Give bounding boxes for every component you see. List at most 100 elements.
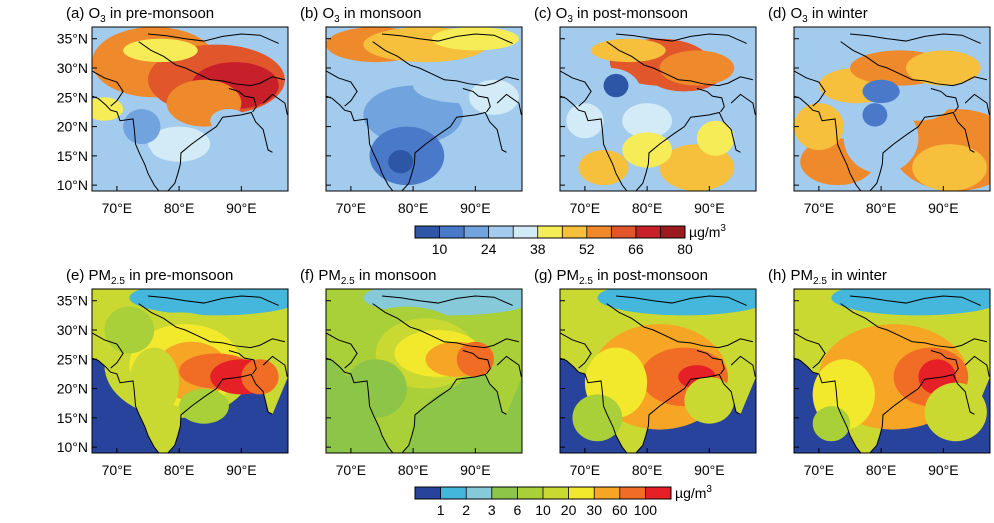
colorbar-swatch — [562, 226, 588, 238]
colorbar-swatch — [594, 487, 621, 499]
concentration-map — [326, 27, 522, 191]
west-coastline — [92, 95, 160, 191]
east-coastline — [868, 111, 975, 191]
tibet-border — [615, 33, 747, 44]
x-tick-label: 70°E — [804, 462, 835, 478]
panel-pm25-monsoon: 70°E 80°E 90°E (f) PM2.5 in monsoon — [300, 267, 523, 478]
contour-region-12 — [566, 103, 604, 139]
panel-frame — [91, 26, 289, 192]
y-tick-label: 10°N — [57, 439, 88, 455]
panel-title-prefix: (f) PM — [300, 267, 341, 284]
contour-region-5 — [456, 341, 495, 377]
myanmar-border — [964, 93, 990, 115]
myanmar-border — [964, 355, 990, 377]
east-coastline — [400, 373, 507, 453]
colorbar-pm25: 1 2 3 6 10 20 30 60 100 µg/m3 — [414, 484, 712, 518]
contour-region-9 — [659, 144, 735, 191]
panel-o3-pre-monsoon: 70°E 80°E 90°E 35°N 30°N 25°N 20°N 15°N 10°N (a) … — [57, 5, 289, 216]
panel-title-subscript: 2.5 — [111, 276, 125, 287]
x-tick-label: 90°E — [928, 200, 959, 216]
colorbar-tick-label: 100 — [634, 502, 658, 518]
colorbar-tick-label: 60 — [612, 502, 628, 518]
concentration-map — [560, 27, 756, 191]
concentration-map — [92, 289, 288, 453]
himalaya-border — [138, 41, 286, 87]
panel-title-suffix: in pre-monsoon — [106, 5, 214, 22]
panel-title-subscript: 2.5 — [341, 276, 355, 287]
pakistan-border — [326, 70, 358, 107]
colorbar-frame — [414, 225, 686, 239]
colorbar-tick-label: 10 — [535, 502, 551, 518]
panel-frame — [325, 288, 523, 454]
colorbar-tick-label: 10 — [432, 241, 448, 257]
west-coastline — [560, 95, 628, 191]
x-tick-label: 80°E — [398, 200, 429, 216]
west-coastline — [326, 95, 394, 191]
x-tick-label: 80°E — [866, 462, 897, 478]
x-tick-label: 90°E — [460, 200, 491, 216]
y-tick-label: 30°N — [57, 60, 88, 76]
colorbar-tick-label: 30 — [586, 502, 602, 518]
contour-region-3 — [659, 50, 735, 86]
contour-region-9 — [469, 79, 519, 115]
x-tick-label: 80°E — [866, 200, 897, 216]
panel-title: (h) PM2.5 in winter — [768, 267, 887, 287]
colorbar-swatch — [415, 487, 441, 499]
colorbar-swatch — [635, 226, 661, 238]
panel-title-prefix: (h) PM — [768, 267, 813, 284]
contour-region-4 — [794, 103, 844, 150]
panel-title-subscript: 3 — [567, 14, 573, 25]
panel-pm25-winter: 70°E 80°E 90°E (h) PM2.5 in winter — [768, 267, 991, 478]
panel-pm25-pre-monsoon: 70°E 80°E 90°E 35°N 30°N 25°N 20°N 15°N 10°N (e) … — [57, 267, 289, 478]
concentration-map — [92, 27, 288, 191]
bangladesh-border — [930, 88, 959, 113]
contour-region-6 — [572, 394, 623, 442]
panel-title-prefix: (g) PM — [534, 267, 579, 284]
himalaya-border — [840, 41, 988, 87]
x-tick-label: 80°E — [398, 462, 429, 478]
tibet-border — [849, 33, 981, 44]
myanmar-border — [262, 355, 288, 377]
x-tick-label: 70°E — [102, 200, 133, 216]
contour-region-4 — [591, 38, 666, 63]
panel-o3-post-monsoon: 70°E 80°E 90°E (c) O3 in post-monsoon — [534, 5, 757, 216]
colorbar-swatch — [619, 487, 646, 499]
myanmar-border — [262, 93, 288, 115]
panel-title-subscript: 3 — [100, 14, 106, 25]
contour-region-10 — [887, 85, 950, 121]
pakistan-border — [794, 332, 826, 369]
colorbar-unit: µg/m3 — [675, 484, 712, 501]
x-tick-label: 90°E — [694, 462, 725, 478]
x-tick-label: 80°E — [164, 462, 195, 478]
colorbar-tick-label: 24 — [481, 241, 497, 257]
west-coastline — [794, 357, 862, 453]
plateau-field — [597, 289, 756, 316]
x-tick-label: 70°E — [336, 462, 367, 478]
himalaya-border — [372, 303, 520, 349]
panel-title-suffix: in winter — [808, 5, 868, 22]
concentration-map — [794, 27, 990, 191]
panel-title-suffix: in monsoon — [340, 5, 422, 22]
panel-title: (g) PM2.5 in post-monsoon — [534, 267, 708, 287]
colorbar-swatch — [440, 487, 467, 499]
contour-region-11 — [622, 132, 672, 168]
contour-region-11 — [862, 79, 900, 104]
west-coastline — [92, 357, 160, 453]
myanmar-border — [730, 93, 756, 115]
concentration-map — [326, 289, 522, 453]
panel-frame — [559, 288, 757, 454]
y-tick-label: 35°N — [57, 31, 88, 47]
panel-frame — [793, 288, 991, 454]
colorbar-tick-label: 20 — [561, 502, 577, 518]
contour-region-5 — [924, 382, 987, 442]
tibet-border — [147, 295, 279, 306]
x-tick-label: 80°E — [632, 462, 663, 478]
myanmar-border — [496, 355, 522, 377]
concentration-map — [560, 289, 756, 453]
panel-frame — [91, 288, 289, 454]
east-coastline — [634, 373, 741, 453]
himalaya-border — [606, 41, 754, 87]
bangladesh-border — [228, 350, 257, 375]
